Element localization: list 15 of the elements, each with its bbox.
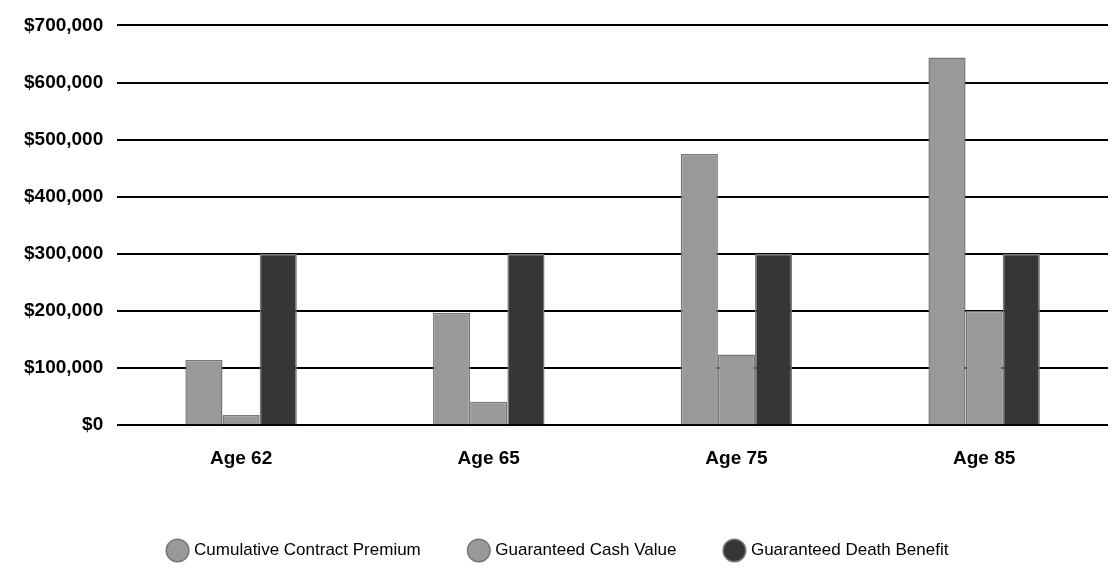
y-tick-label: $100,000 — [24, 356, 104, 378]
legend-label: Guaranteed Death Benefit — [750, 540, 949, 560]
y-tick-label: $300,000 — [24, 242, 104, 264]
x-tick-label: Age 75 — [705, 446, 769, 468]
y-tick-label: $0 — [82, 413, 104, 435]
y-tick-label: $400,000 — [24, 184, 104, 206]
y-tick-label: $200,000 — [24, 299, 104, 321]
y-tick-label: $700,000 — [24, 13, 104, 35]
legend-label: Guaranteed Cash Value — [495, 540, 677, 560]
legend-label: Cumulative Contract Premium — [194, 540, 421, 560]
x-tick-label: Age 65 — [457, 446, 521, 468]
y-tick-label: $500,000 — [24, 127, 104, 149]
x-tick-label: Age 62 — [209, 446, 273, 468]
x-tick-label: Age 85 — [953, 446, 1016, 468]
y-tick-label: $600,000 — [24, 70, 104, 92]
